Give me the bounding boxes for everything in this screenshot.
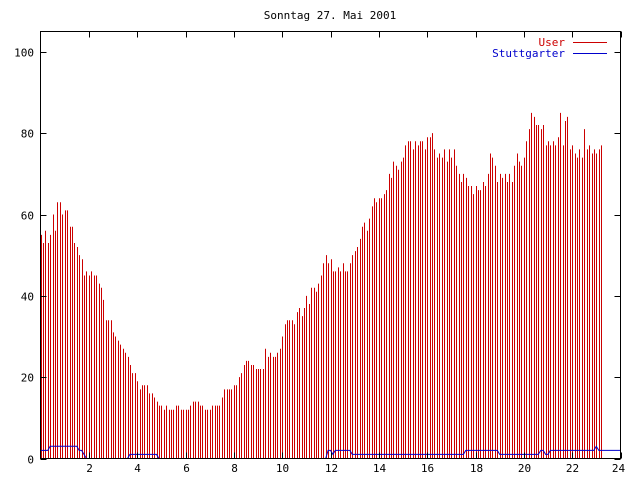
y-tick-label: 20 (21, 372, 34, 385)
y-tick-label: 100 (14, 47, 34, 60)
legend-label-user: User (539, 36, 566, 49)
x-tick-label: 10 (276, 462, 289, 475)
x-tick-label: 16 (421, 462, 434, 475)
x-tick-label: 22 (566, 462, 579, 475)
x-tick-label: 12 (325, 462, 338, 475)
x-tick-label: 24 (612, 462, 626, 475)
legend-label-stuttgarter: Stuttgarter (492, 47, 565, 60)
x-tick-label: 20 (518, 462, 531, 475)
chart-title: Sonntag 27. Mai 2001 (264, 9, 396, 22)
y-tick-label: 0 (27, 454, 34, 467)
y-tick-label: 60 (21, 210, 34, 223)
plot-frame (40, 31, 621, 459)
x-tick-label: 14 (373, 462, 387, 475)
legend: User Stuttgarter (492, 36, 607, 60)
x-tick-label: 2 (86, 462, 93, 475)
x-tick-label: 4 (134, 462, 141, 475)
x-tick-label: 18 (470, 462, 483, 475)
x-tick-label: 6 (183, 462, 190, 475)
y-tick-label: 80 (21, 128, 34, 141)
x-tick-label: 8 (231, 462, 238, 475)
stuttgarter-series-line (40, 445, 621, 459)
user-series-bars (41, 112, 602, 459)
y-tick-label: 40 (21, 291, 34, 304)
